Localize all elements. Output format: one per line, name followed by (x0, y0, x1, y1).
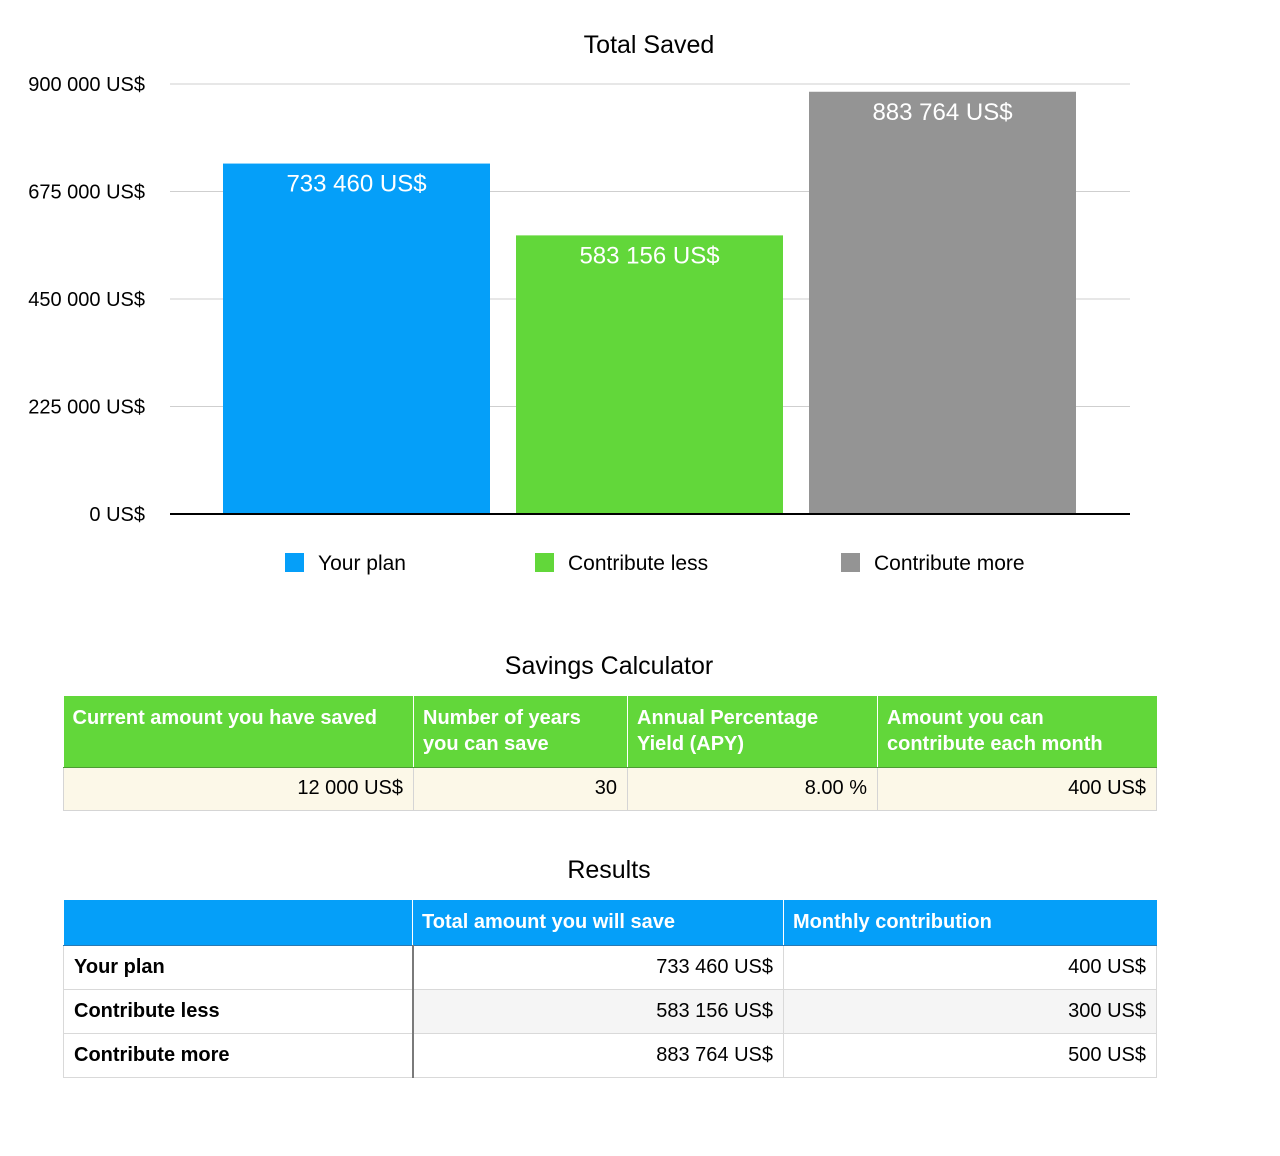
calculator-header-line: Yield (APY) (637, 733, 745, 755)
results-title: Results (567, 856, 651, 884)
results-row: Your plan 733 460 US$ 400 US$ (63, 944, 1157, 990)
bar (223, 163, 490, 515)
calculator-title: Savings Calculator (504, 652, 714, 680)
bar-value-label: 883 764 US$ (872, 99, 1012, 126)
y-tick-label: 450 000 US$ (28, 289, 145, 311)
y-tick-label: 225 000 US$ (28, 397, 145, 419)
results-header: Total amount you will save (412, 900, 784, 946)
legend-swatch (285, 553, 304, 572)
calculator-value[interactable]: 30 (413, 766, 628, 811)
calculator-header: Number of years you can save (413, 696, 628, 768)
results-row: Contribute more 883 764 US$ 500 US$ (63, 1032, 1157, 1078)
calculator-value[interactable]: 8.00 % (627, 766, 878, 811)
savings-calculator-table: Current amount you have saved Number of y… (63, 696, 1157, 811)
calculator-header: Current amount you have saved (63, 696, 414, 768)
legend-swatch (535, 553, 554, 572)
calculator-header: Amount you can contribute each month (877, 696, 1157, 768)
results-header: Monthly contribution (783, 900, 1157, 946)
y-tick-label: 0 US$ (89, 504, 145, 526)
calculator-header-line: contribute each month (887, 733, 1103, 755)
calculator-value[interactable]: 400 US$ (877, 766, 1157, 811)
bar (516, 235, 783, 514)
legend-swatch (841, 553, 860, 572)
bar (809, 91, 1076, 514)
calculator-header-line: Amount you can (887, 707, 1044, 729)
calculator-header-line: you can save (423, 733, 549, 755)
y-tick-label: 675 000 US$ (28, 182, 145, 204)
total-saved-chart: Total Saved 0 US$ 225 000 US$ 450 000 US$ 6… (28, 31, 1130, 575)
calculator-header-line: Annual Percentage (637, 707, 819, 729)
results-header (63, 900, 413, 946)
bars: 733 460 US$ 583 156 US$ 883 764 US$ (170, 91, 1130, 515)
results-row-label: Contribute more (63, 1032, 414, 1078)
results-monthly-cell: 300 US$ (783, 988, 1157, 1034)
calculator-value[interactable]: 12 000 US$ (63, 766, 414, 811)
results-row: Contribute less 583 156 US$ 300 US$ (63, 988, 1157, 1034)
legend-entry: Contribute more (874, 552, 1025, 575)
results-monthly-cell: 400 US$ (783, 944, 1157, 990)
calculator-header-line: Current amount you have saved (72, 707, 378, 729)
calculator-header: Annual Percentage Yield (APY) (627, 696, 878, 768)
results-table: Total amount you will save Monthly contri… (63, 900, 1157, 1078)
legend-entry: Your plan (318, 552, 406, 575)
legend-entry: Contribute less (568, 552, 708, 575)
results-total-cell: 733 460 US$ (412, 944, 784, 990)
results-monthly-cell: 500 US$ (783, 1032, 1157, 1078)
results-total-cell: 583 156 US$ (412, 988, 784, 1034)
bar-value-label: 583 156 US$ (579, 242, 719, 269)
y-axis-ticks: 0 US$ 225 000 US$ 450 000 US$ 675 000 US$ 90… (28, 74, 145, 526)
bar-value-label: 733 460 US$ (286, 171, 426, 198)
results-total-cell: 883 764 US$ (412, 1032, 784, 1078)
chart-title: Total Saved (584, 31, 715, 59)
results-row-label: Contribute less (63, 988, 414, 1034)
results-row-label: Your plan (63, 944, 414, 990)
y-tick-label: 900 000 US$ (28, 74, 145, 96)
calculator-header-line: Number of years (423, 707, 581, 729)
legend: Your plan Contribute less Contribute more (285, 552, 1025, 575)
